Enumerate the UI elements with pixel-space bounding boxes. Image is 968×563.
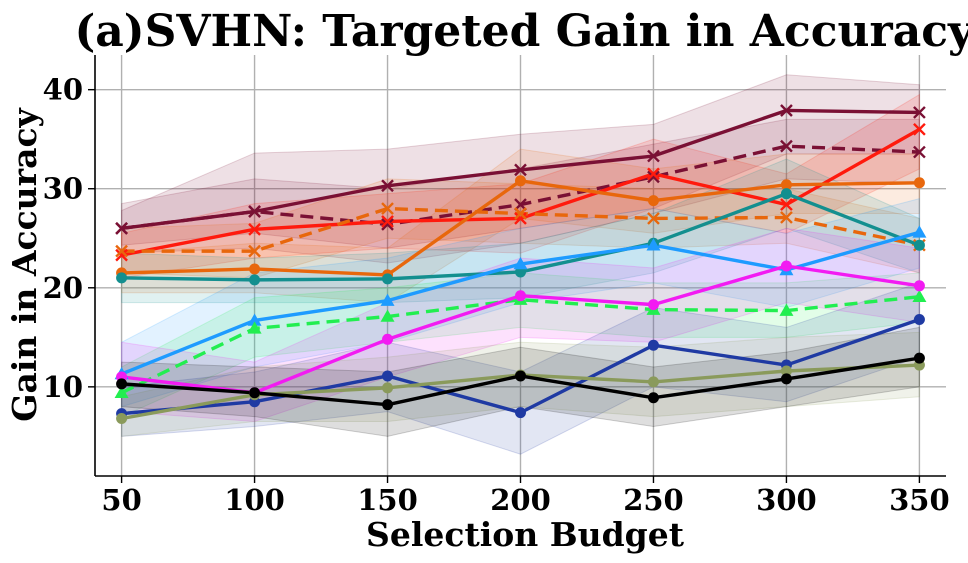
y-axis-label: Gain in Accuracy [5, 107, 44, 421]
series-12-point [780, 373, 792, 385]
series-3-point [381, 215, 394, 228]
series-6-point [116, 272, 128, 284]
x-tick-label: 200 [490, 483, 551, 517]
series-10-point [647, 339, 659, 351]
series-11-band [121, 331, 920, 437]
y-tick-label: 30 [43, 172, 83, 206]
series-1-point [381, 179, 394, 193]
x-tick-label: 350 [889, 483, 950, 517]
series-7-point [513, 257, 528, 270]
series-11-point [116, 413, 128, 425]
y-tick-label: 20 [43, 271, 83, 305]
confidence-bands [121, 74, 920, 455]
series-2-point [381, 218, 394, 231]
x-tick-label: 250 [623, 483, 684, 517]
series-1-band [121, 74, 920, 249]
series-9-point [515, 290, 526, 302]
series-10-point [515, 407, 526, 419]
series-4-point [647, 212, 660, 225]
series-9-point [382, 333, 394, 345]
series-1-point [780, 104, 793, 117]
series-8-point [380, 309, 395, 322]
series-5-point [249, 263, 261, 275]
series-1-point [647, 149, 660, 163]
series-3-point [514, 212, 527, 225]
series-3-point [248, 222, 261, 236]
series-9-point [647, 299, 659, 311]
series-6-point [382, 273, 394, 285]
series-11-point [382, 382, 394, 394]
series-10-point [913, 313, 925, 325]
series-12-point [647, 392, 659, 404]
series-4-point [248, 244, 261, 258]
series-1-point [514, 163, 527, 177]
x-tick-label: 150 [357, 483, 418, 517]
series-12-band [121, 326, 920, 437]
tick-labels: 50 100 150 200 250 300 350 10 20 30 40 [43, 73, 950, 517]
series-3-point [115, 248, 128, 262]
series-11-point [780, 365, 792, 377]
series-5-point [515, 175, 526, 187]
series-10-point [382, 370, 394, 382]
series-6-point [249, 274, 261, 286]
series-2-point [780, 139, 793, 153]
series-7-point [247, 313, 262, 326]
series-7-point [380, 293, 395, 306]
series-markers [114, 104, 927, 425]
series-2-point [647, 170, 660, 184]
x-tick-label: 50 [101, 483, 141, 517]
series-4-point [381, 202, 394, 215]
series-12-point [382, 399, 394, 411]
series-12-point [249, 387, 261, 399]
series-8-point [912, 289, 927, 302]
series-12-point [515, 370, 526, 382]
series-2-point [115, 222, 128, 235]
series-6-point [913, 239, 925, 251]
series-7-point [646, 238, 661, 251]
series-6-point [780, 188, 792, 200]
series-3-point [913, 122, 926, 136]
series-3-point [647, 167, 660, 181]
series-4-point [514, 207, 527, 220]
series-4-point [780, 211, 793, 224]
x-tick-label: 100 [224, 483, 285, 517]
x-tick-label: 300 [756, 483, 817, 517]
series-3-point [780, 198, 793, 211]
series-2-point [913, 145, 926, 159]
series-11-point [647, 376, 659, 388]
series-9-point [913, 280, 925, 292]
y-tick-label: 10 [43, 370, 83, 404]
y-tick-label: 40 [43, 73, 83, 107]
chart-title: (a)SVHN: Targeted Gain in Accuracy [74, 6, 968, 57]
series-8-point [247, 321, 262, 334]
series-8-point [114, 385, 129, 399]
series-2-point [248, 205, 261, 218]
series-5-point [780, 179, 792, 191]
series-5-point [647, 195, 659, 207]
series-4-point [115, 244, 128, 258]
series-12-point [116, 378, 128, 390]
series-6-band [121, 158, 920, 304]
series-8-point [779, 303, 794, 316]
series-5-point [913, 177, 925, 189]
series-7-point [912, 225, 927, 238]
x-axis-label: Selection Budget [366, 515, 685, 554]
series-1-point [913, 106, 926, 119]
series-9-point [780, 260, 792, 272]
series-12-point [913, 352, 925, 364]
